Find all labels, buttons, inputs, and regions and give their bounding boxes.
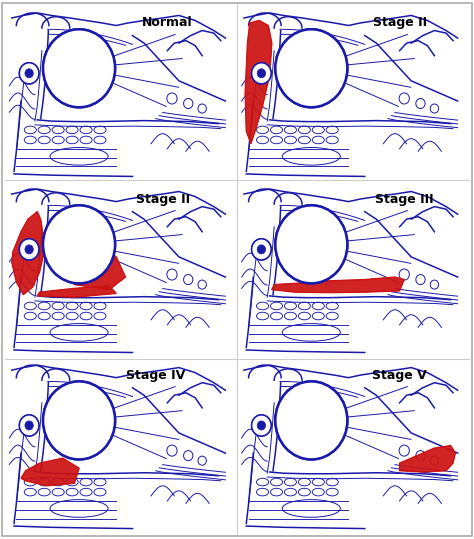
Circle shape (275, 382, 347, 459)
Circle shape (25, 245, 33, 254)
Circle shape (257, 69, 265, 78)
Circle shape (275, 205, 347, 284)
Polygon shape (12, 212, 126, 295)
Circle shape (43, 29, 115, 107)
Circle shape (275, 29, 347, 107)
Circle shape (252, 239, 271, 260)
Circle shape (19, 63, 39, 84)
Circle shape (43, 205, 115, 284)
Circle shape (257, 245, 265, 254)
Circle shape (43, 382, 115, 459)
Circle shape (19, 239, 39, 260)
Circle shape (252, 415, 271, 436)
Circle shape (257, 69, 265, 78)
Circle shape (25, 69, 33, 78)
Text: Stage V: Stage V (372, 369, 427, 382)
Polygon shape (21, 458, 79, 486)
Text: Normal: Normal (142, 17, 192, 30)
Circle shape (252, 63, 271, 84)
Polygon shape (245, 20, 272, 144)
Circle shape (257, 421, 265, 430)
Circle shape (257, 245, 265, 254)
Circle shape (19, 239, 39, 260)
Text: Stage II: Stage II (136, 192, 190, 205)
Circle shape (275, 205, 347, 284)
Circle shape (25, 69, 33, 78)
Circle shape (252, 415, 271, 436)
Text: Stage IV: Stage IV (126, 369, 185, 382)
Circle shape (19, 415, 39, 436)
Circle shape (43, 29, 115, 107)
Text: Stage III: Stage III (375, 192, 434, 205)
Polygon shape (37, 286, 116, 297)
Circle shape (275, 382, 347, 459)
Text: Stage II: Stage II (373, 17, 427, 30)
Circle shape (19, 415, 39, 436)
Polygon shape (272, 277, 404, 293)
Circle shape (19, 63, 39, 84)
Polygon shape (400, 446, 456, 472)
Circle shape (43, 382, 115, 459)
Circle shape (43, 205, 115, 284)
Circle shape (275, 29, 347, 107)
Circle shape (25, 421, 33, 430)
Circle shape (25, 245, 33, 254)
Circle shape (257, 421, 265, 430)
Circle shape (25, 421, 33, 430)
Circle shape (252, 63, 271, 84)
Circle shape (252, 239, 271, 260)
